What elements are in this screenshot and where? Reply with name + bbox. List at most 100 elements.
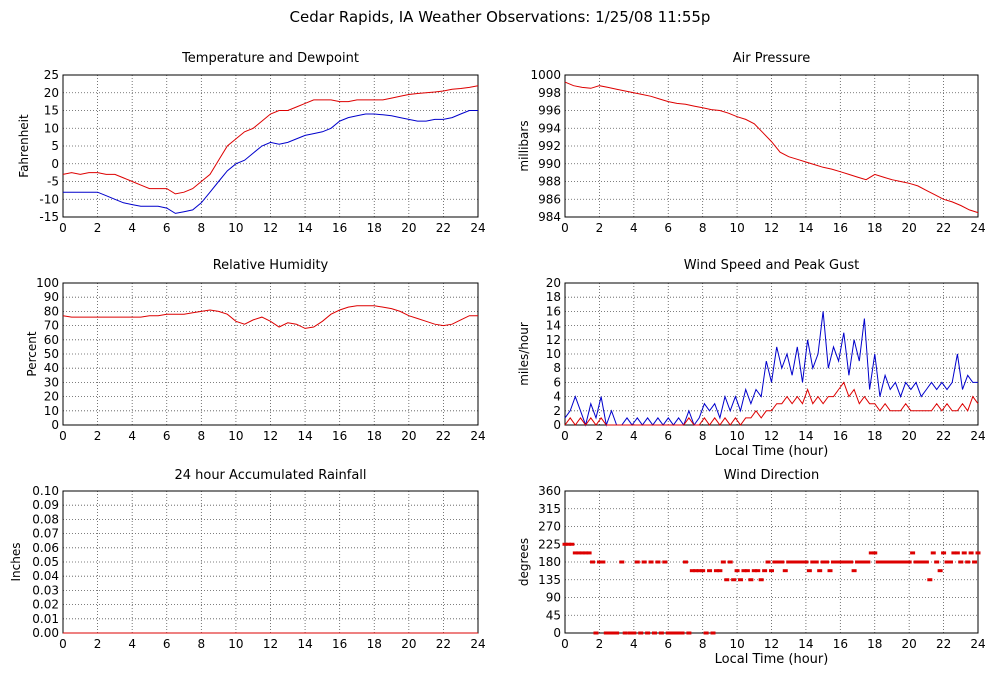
data-point	[707, 569, 713, 573]
data-point	[565, 542, 571, 546]
data-point	[868, 551, 874, 555]
x-tick-label: 24	[470, 637, 485, 651]
data-point	[689, 569, 695, 573]
y-tick-label: 0.10	[32, 484, 59, 498]
data-point	[861, 560, 867, 564]
x-tick-label: 8	[198, 221, 206, 235]
y-tick-label: 135	[538, 573, 561, 587]
y-axis-label: Inches	[9, 543, 23, 582]
data-point	[916, 560, 922, 564]
x-tick-label: 10	[729, 221, 744, 235]
data-point	[607, 631, 613, 635]
data-point	[696, 569, 702, 573]
chart-title: Wind Speed and Peak Gust	[684, 258, 859, 273]
y-tick-label: 18	[546, 290, 561, 304]
data-point	[645, 631, 651, 635]
x-tick-label: 10	[729, 637, 744, 651]
data-point	[779, 560, 785, 564]
series-line-0	[564, 81, 979, 214]
data-point	[820, 560, 826, 564]
data-point	[717, 569, 723, 573]
y-tick-label: 45	[546, 608, 561, 622]
data-point	[855, 560, 861, 564]
data-point	[569, 542, 575, 546]
data-point	[841, 560, 847, 564]
y-tick-label: 0.04	[32, 569, 59, 583]
chart-wind: 0 2 4 6 8 10 12 14 16 18 20 22 2402468101214161820Wi…	[517, 258, 986, 459]
x-tick-label: 6	[163, 637, 171, 651]
x-tick-label: 24	[970, 637, 985, 651]
y-tick-label: 0.00	[32, 626, 59, 640]
x-tick-label: 22	[436, 637, 451, 651]
x-tick-label: 14	[798, 221, 813, 235]
y-tick-label: 0.01	[32, 612, 59, 626]
y-tick-label: 0.05	[32, 555, 59, 569]
data-point	[713, 569, 719, 573]
x-tick-label: 22	[936, 637, 951, 651]
y-tick-label: 10	[44, 404, 59, 418]
x-tick-label: 0	[561, 429, 569, 443]
data-point	[920, 560, 926, 564]
data-point	[731, 578, 737, 582]
data-point	[824, 560, 830, 564]
y-tick-label: -5	[47, 175, 59, 189]
x-tick-label: 22	[936, 221, 951, 235]
data-point	[720, 560, 726, 564]
y-tick-label: 0	[51, 157, 59, 171]
x-tick-label: 18	[367, 221, 382, 235]
chart-temp: 0 2 4 6 8 10 12 14 16 18 20 22 24-15-10-50510152025T…	[17, 51, 486, 235]
x-tick-label: 2	[596, 637, 604, 651]
x-tick-label: 12	[263, 221, 278, 235]
data-point	[703, 631, 709, 635]
x-tick-label: 12	[764, 429, 779, 443]
data-point	[583, 551, 589, 555]
data-point	[765, 560, 771, 564]
x-tick-label: 18	[367, 637, 382, 651]
data-point	[972, 560, 978, 564]
y-tick-label: 30	[44, 375, 59, 389]
y-tick-label: 0.02	[32, 598, 59, 612]
x-tick-label: 20	[902, 429, 917, 443]
data-point	[610, 631, 616, 635]
x-tick-label: 12	[764, 637, 779, 651]
y-tick-label: 25	[44, 68, 59, 82]
series-line-0	[564, 311, 978, 427]
data-point	[793, 560, 799, 564]
data-point	[906, 560, 912, 564]
series-line-0	[62, 85, 479, 195]
data-point	[965, 560, 971, 564]
data-point	[803, 560, 809, 564]
data-point	[590, 560, 596, 564]
y-tick-label: 992	[538, 139, 561, 153]
y-tick-label: 50	[44, 347, 59, 361]
data-point	[596, 560, 602, 564]
x-axis-label: Local Time (hour)	[715, 652, 829, 667]
data-point	[848, 560, 854, 564]
data-point	[951, 551, 957, 555]
data-point	[669, 631, 675, 635]
data-point	[679, 631, 685, 635]
chart-rain: 0 2 4 6 8 10 12 14 16 18 20 22 240.000.010.020.030.0…	[9, 468, 486, 651]
chart-pres: 0 2 4 6 8 10 12 14 16 18 20 22 249849869889909929949…	[517, 51, 986, 235]
x-tick-label: 14	[297, 637, 312, 651]
x-tick-label: 12	[764, 221, 779, 235]
data-point	[892, 560, 898, 564]
data-point	[782, 569, 788, 573]
x-tick-label: 8	[699, 429, 707, 443]
y-tick-label: 270	[538, 520, 561, 534]
chart-title: Relative Humidity	[213, 258, 329, 273]
data-point	[837, 560, 843, 564]
data-point	[769, 569, 774, 573]
data-point	[634, 560, 640, 564]
y-tick-label: 0.07	[32, 527, 59, 541]
x-tick-label: 16	[833, 221, 848, 235]
data-point	[954, 551, 960, 555]
y-tick-label: -10	[39, 192, 59, 206]
x-tick-label: 0	[561, 637, 569, 651]
x-tick-label: 6	[664, 221, 672, 235]
data-point	[910, 551, 916, 555]
x-tick-label: 8	[699, 637, 707, 651]
chart-rh: 0 2 4 6 8 10 12 14 16 18 20 22 240102030405060708090…	[25, 258, 486, 443]
data-point	[865, 560, 871, 564]
